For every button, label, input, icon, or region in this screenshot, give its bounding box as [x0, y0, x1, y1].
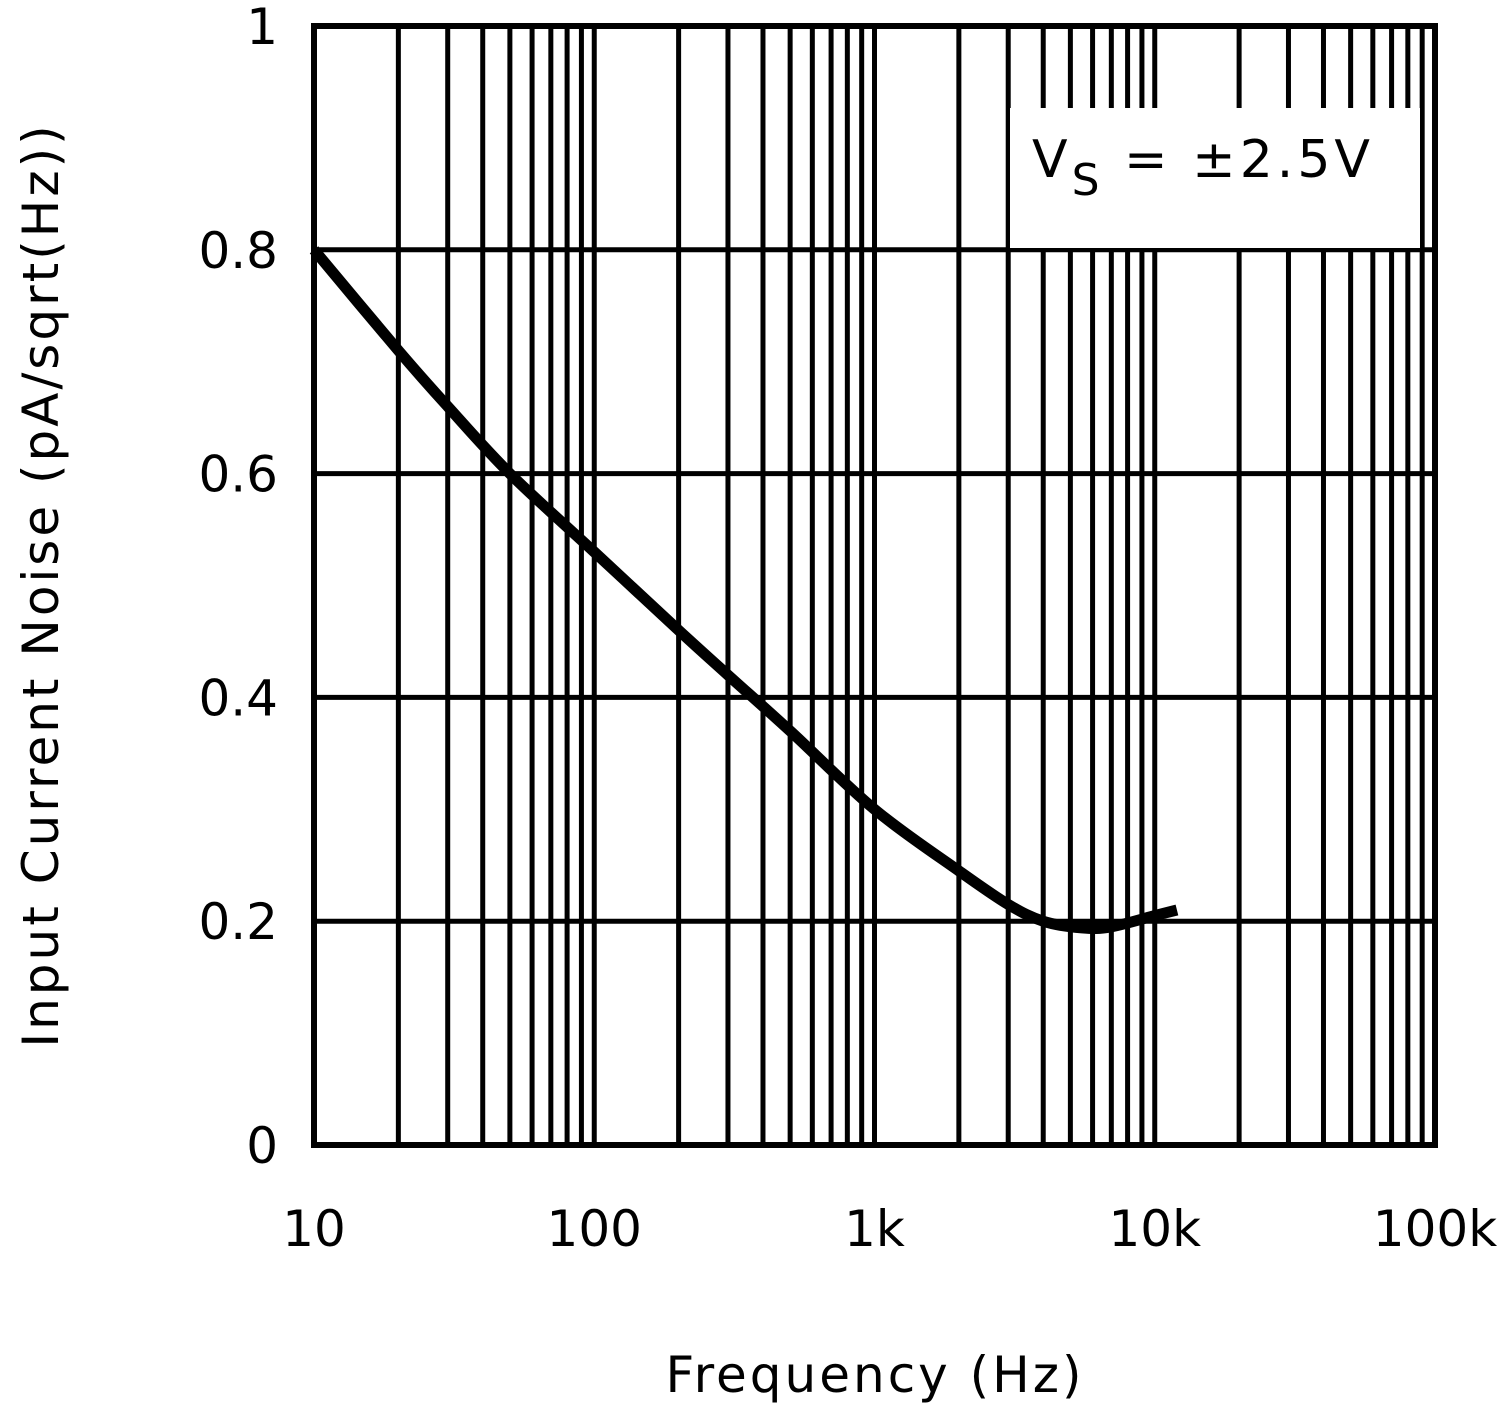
noise-curve [309, 246, 1179, 935]
x-axis-label: Frequency (Hz) [665, 1346, 1084, 1404]
y-tick-label: 0.6 [198, 446, 278, 504]
y-tick-label: 1 [246, 0, 278, 56]
annotation-box-bg [1010, 108, 1420, 248]
annotation-vs: VS = ±2.5V [1032, 130, 1374, 206]
y-axis-label: Input Current Noise (pA/sqrt(Hz)) [12, 122, 70, 1047]
y-tick-label: 0.2 [198, 893, 278, 951]
y-tick-label: 0.4 [198, 669, 278, 727]
y-tick-labels: 0 0.2 0.4 0.6 0.8 1 [198, 0, 278, 1175]
x-tick-label: 10k [1108, 1200, 1201, 1258]
x-tick-label: 100k [1373, 1200, 1497, 1258]
y-tick-label: 0 [246, 1117, 278, 1175]
x-tick-label: 1k [844, 1200, 905, 1258]
x-tick-label: 100 [547, 1200, 642, 1258]
plot-frame [311, 23, 1438, 1148]
x-tick-labels: 10 100 1k 10k 100k [282, 1200, 1497, 1258]
x-tick-label: 10 [282, 1200, 346, 1258]
grid [311, 23, 1435, 1148]
y-tick-label: 0.8 [198, 222, 278, 280]
